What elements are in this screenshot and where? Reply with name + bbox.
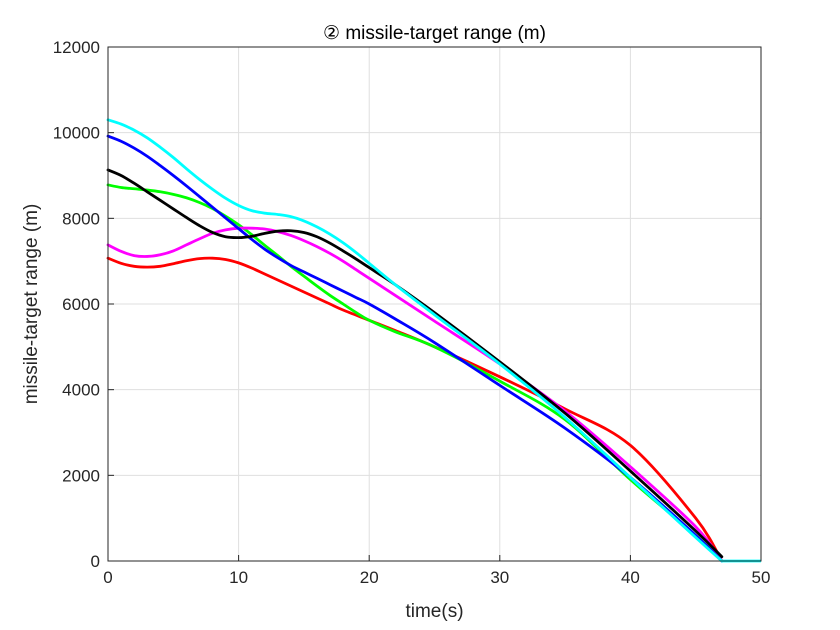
series-cyan-line: [106, 118, 724, 563]
x-tick-label: 20: [360, 568, 379, 587]
series-red-line: [106, 256, 724, 563]
ticks: 0 10 20 30 40 50 0 2000 4000 6000 8000 10000 12000: [53, 38, 771, 587]
y-tick-label: 10000: [53, 124, 100, 143]
x-axis-label: time(s): [405, 601, 463, 622]
x-tick-label: 40: [621, 568, 640, 587]
y-tick-label: 12000: [53, 38, 100, 57]
y-tick-label: 0: [91, 552, 100, 571]
series-blue-line: [106, 134, 724, 563]
x-tick-label: 50: [752, 568, 771, 587]
y-tick-label: 6000: [62, 295, 100, 314]
y-tick-label: 4000: [62, 381, 100, 400]
series-group: [106, 118, 761, 563]
series-black-line: [106, 168, 724, 559]
x-tick-label: 30: [490, 568, 509, 587]
y-tick-label: 2000: [62, 466, 100, 485]
chart-title: ② missile-target range (m): [323, 23, 546, 44]
y-axis-label: missile-target range (m): [21, 204, 42, 405]
y-tick-label: 8000: [62, 209, 100, 228]
x-tick-label: 0: [103, 568, 112, 587]
x-tick-label: 10: [229, 568, 248, 587]
